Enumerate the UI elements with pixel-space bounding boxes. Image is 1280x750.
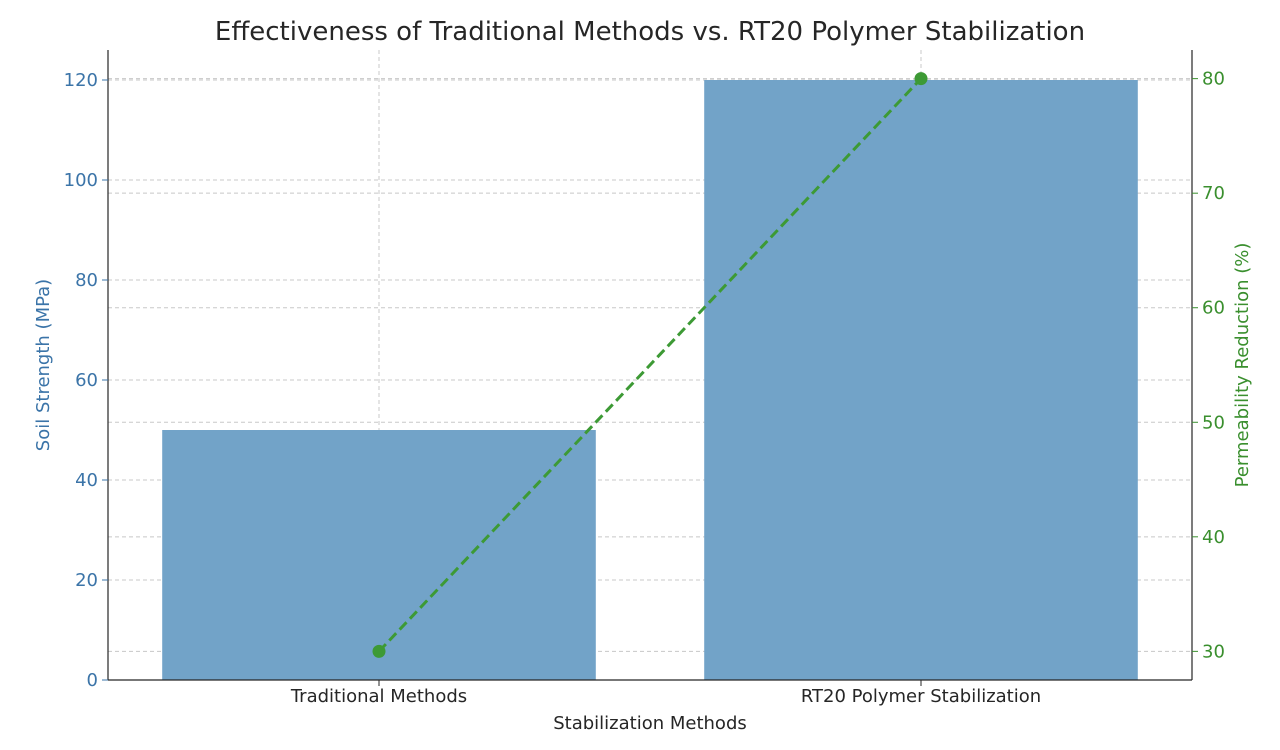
x-tick-label: Traditional Methods [290,686,467,707]
right-axis-ticks: 30 40 50 60 70 80 [1192,69,1225,662]
right-tick-label: 50 [1202,412,1225,433]
right-tick-label: 60 [1202,298,1225,319]
left-axis-ticks: 0 20 40 60 80 100 120 [64,70,108,691]
chart-title: Effectiveness of Traditional Methods vs.… [215,17,1085,47]
bar [704,80,1138,680]
bars [162,80,1138,680]
left-tick-label: 0 [87,670,98,691]
x-axis-label: Stabilization Methods [553,713,747,734]
right-tick-label: 70 [1202,183,1225,204]
left-tick-label: 40 [75,470,98,491]
right-axis-label: Permeability Reduction (%) [1232,243,1253,488]
right-tick-label: 40 [1202,527,1225,548]
left-tick-label: 120 [64,70,98,91]
x-axis-ticks: Traditional Methods RT20 Polymer Stabiliz… [290,680,1041,707]
left-tick-label: 20 [75,570,98,591]
right-tick-label: 30 [1202,641,1225,662]
left-tick-label: 60 [75,370,98,391]
line-series [372,72,928,658]
x-tick-label: RT20 Polymer Stabilization [801,686,1041,707]
permeability-point [372,644,386,658]
permeability-point [914,72,928,86]
right-tick-label: 80 [1202,69,1225,90]
left-tick-label: 100 [64,170,98,191]
left-axis-label: Soil Strength (MPa) [33,279,54,451]
bar [162,430,596,680]
axes [107,50,1193,681]
left-tick-label: 80 [75,270,98,291]
permeability-line [377,77,923,653]
